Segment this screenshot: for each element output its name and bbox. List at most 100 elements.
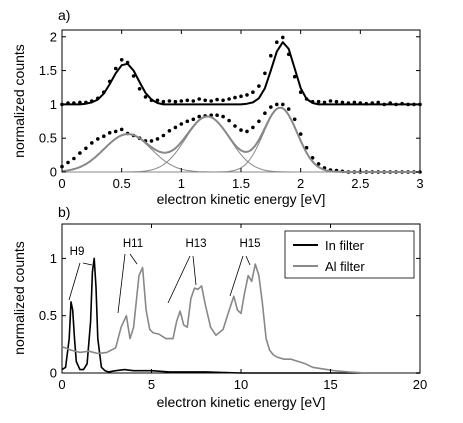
panel-b-xtick-label: 15 [323, 377, 337, 392]
panel-b-xtick-label: 0 [58, 377, 65, 392]
panel-a-data-point [233, 95, 237, 100]
panel-b-series-line-al-filter [61, 263, 420, 374]
panel-a-data-point [167, 129, 172, 133]
panel-b-label: b) [58, 204, 70, 220]
panel-a-data-point [310, 156, 315, 160]
panel-a-data-point [173, 99, 178, 104]
panel-b-series-line-in-filter [61, 257, 420, 374]
panel-b-xtick-label: 20 [413, 377, 427, 392]
panel-a-data-point [161, 99, 166, 104]
legend: In filter Al filter [284, 230, 415, 279]
panel-a-data-point [191, 117, 196, 122]
panel-b-ytick-label: 0.5 [39, 308, 57, 323]
panel-a-data-point [221, 98, 225, 103]
panel-a-gaussian-component-2 [62, 116, 420, 173]
panel-a-data-point [66, 160, 70, 165]
panel-a-data-point [113, 129, 118, 134]
panel-a-ytick-label: 0.5 [39, 131, 57, 146]
panel-a-label: a) [58, 7, 70, 23]
panel-a-data-point [263, 111, 267, 115]
annotation-h9: H9 [70, 246, 85, 258]
panel-a-xtick-label: 3 [416, 176, 423, 191]
panel-a-plot [60, 35, 422, 174]
annotation-h11: H11 [123, 238, 143, 250]
panel-a-data-point [167, 99, 172, 103]
annotation-h11-arrow-1 [117, 253, 126, 314]
panel-a-fit-line [62, 41, 420, 106]
panel-a-data-point [96, 137, 100, 141]
panel-a-data-point [119, 58, 124, 62]
panel-a-data-point [215, 97, 219, 102]
annotation-h13: H13 [185, 238, 206, 250]
panel-b-xlabel: electron kinetic energy [eV] [157, 394, 326, 410]
panel-a-ytick-label: 1 [50, 97, 57, 112]
annotation-h15: H15 [239, 238, 260, 250]
annotation-h15-arrow-2 [245, 255, 251, 266]
panel-a-data-point [275, 40, 279, 44]
panel-a-data-point [239, 94, 243, 99]
panel-a-data-point [155, 137, 160, 141]
panel-a-data-point [322, 100, 327, 105]
panel-a-data-point [221, 114, 225, 119]
panel-a-data-point [107, 131, 112, 135]
panel-a-data-point [269, 105, 273, 109]
panel-a-data-point [275, 102, 279, 107]
panel-a-data-point [197, 97, 201, 101]
annotation-h15-arrow-1 [229, 255, 244, 297]
panel-a-data-point [352, 100, 357, 105]
panel-a-data-point [245, 129, 249, 134]
panel-a-data-point [119, 127, 124, 132]
panel-a-data-point [191, 99, 196, 103]
panel-a-ylabel: normalized counts [11, 44, 27, 158]
panel-b-xtick-label: 10 [234, 377, 248, 392]
panel-a-xtick-label: 1.5 [232, 176, 250, 191]
panel-a-data-point [292, 74, 297, 79]
panel-a-data-point [179, 99, 184, 103]
annotation-h11-arrow-2 [129, 253, 138, 265]
annotation-h13-arrow-2 [192, 255, 197, 286]
panel-a-data-point [179, 122, 184, 126]
panel-a-data-point [298, 132, 303, 136]
panel-a-ticks: 0 0.5 1 1.5 2 2.5 3 0 0.5 1 1.5 2 [39, 29, 424, 191]
panel-a-data-point [286, 107, 291, 111]
panel-a-data-point [251, 125, 255, 130]
panel-a-gaussian-component-3 [62, 107, 420, 173]
panel-a-xtick-label: 2.5 [351, 176, 369, 191]
panel-a-data-point [269, 53, 273, 58]
panel-b-plot [61, 257, 420, 374]
panel-a-data-point [257, 119, 261, 124]
legend-label-in-filter: In filter [325, 238, 365, 253]
panel-a-data-point [131, 74, 136, 78]
panel-a-data-point [263, 71, 267, 76]
panel-a-ytick-label: 0 [50, 165, 57, 180]
panel-a-data-point [316, 99, 321, 104]
panel-a-data-point [84, 146, 88, 151]
panel-a-data-point [155, 98, 160, 103]
panel-a-xtick-label: 0 [58, 176, 65, 191]
panel-b-ytick-label: 0 [50, 366, 57, 381]
panel-a-data-point [78, 151, 82, 155]
panel-a-data-point [209, 99, 213, 103]
panel-a-data-point [185, 98, 190, 103]
panel-a-data-point [197, 114, 201, 119]
panel-b-ylabel: normalized counts [11, 241, 27, 355]
panel-a-data-point [102, 134, 106, 138]
panel-a-data-point [90, 141, 94, 145]
panel-a-data-point [137, 87, 142, 91]
panel-a-data-point [233, 124, 237, 128]
legend-label-al-filter: Al filter [325, 259, 365, 274]
panel-a-ytick-label: 1.5 [39, 63, 57, 78]
panel-a-data-point [203, 98, 207, 103]
panel-a-data-point [328, 99, 333, 103]
panel-a-data-point [227, 118, 231, 123]
panel-a-data-point [60, 164, 64, 169]
panel-a-xtick-label: 2 [297, 176, 304, 191]
panel-a-xlabel: electron kinetic energy [eV] [157, 191, 326, 207]
panel-a-gaussian-sum-line [61, 106, 420, 173]
panel-a-data-point [376, 100, 381, 105]
panel-a-xtick-label: 0.5 [113, 176, 131, 191]
panel-a-data-point [113, 66, 118, 71]
panel-a-data-point [161, 133, 166, 138]
annotations [68, 253, 251, 314]
panel-a-ytick-label: 2 [50, 29, 57, 44]
